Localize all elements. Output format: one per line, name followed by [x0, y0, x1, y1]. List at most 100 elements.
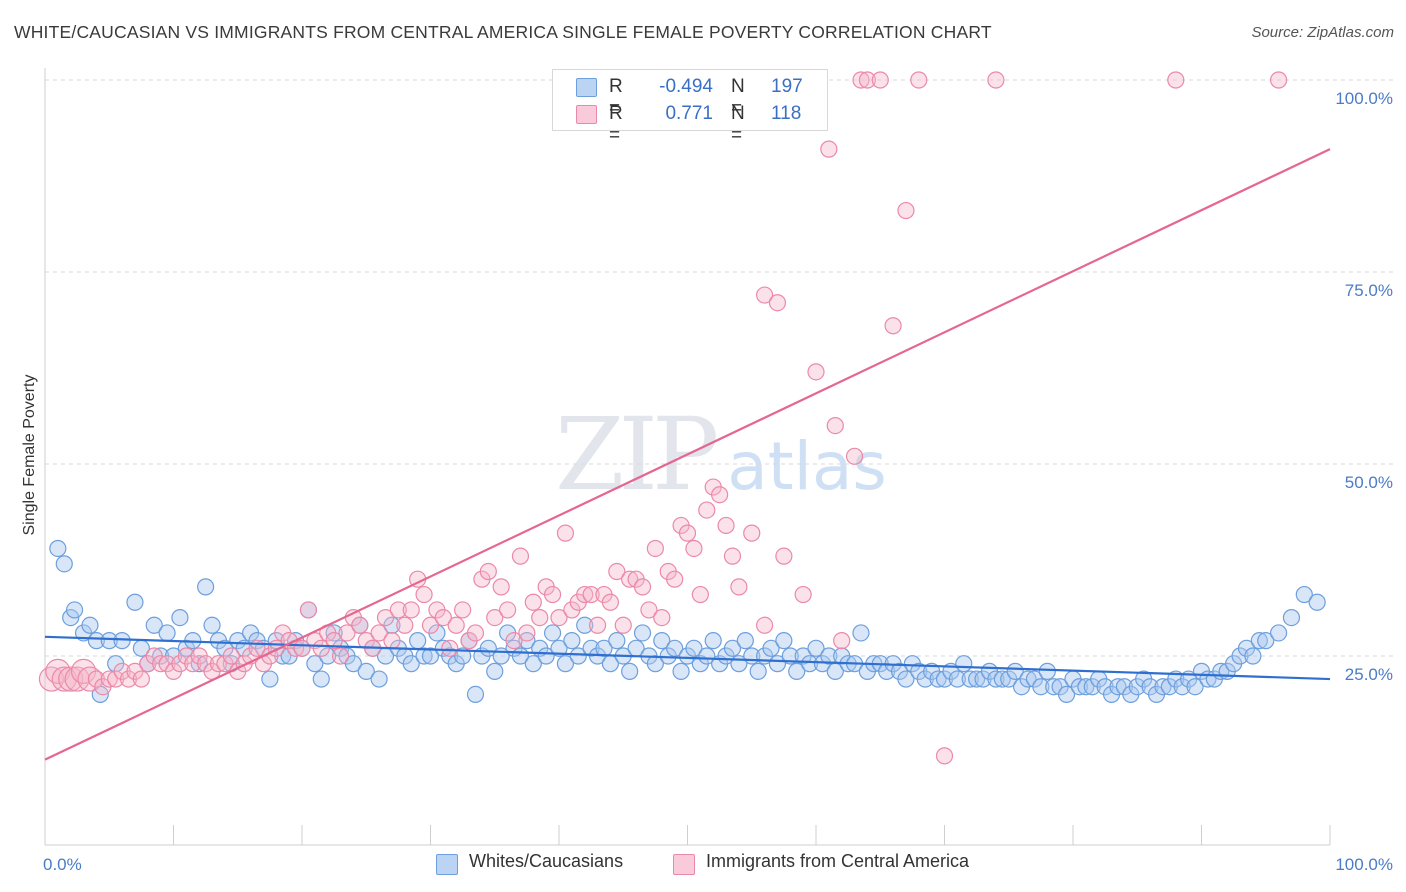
point-whites: [1038, 662, 1056, 680]
point-whites: [672, 662, 690, 680]
point-immigrants: [338, 624, 356, 642]
point-immigrants: [1167, 71, 1185, 89]
point-whites: [955, 655, 973, 673]
trend-line-immigrants: [44, 148, 1331, 761]
point-whites: [852, 624, 870, 642]
point-whites: [1244, 647, 1262, 665]
point-whites: [415, 647, 433, 665]
point-whites: [357, 662, 375, 680]
point-immigrants: [447, 616, 465, 634]
point-whites: [312, 670, 330, 688]
point-immigrants: [132, 670, 150, 688]
point-whites: [524, 655, 542, 673]
point-immigrants: [608, 562, 626, 581]
series-legend: Whites/Caucasians Immigrants from Centra…: [0, 851, 1406, 879]
point-whites: [1154, 678, 1172, 696]
point-immigrants: [499, 601, 517, 619]
legend-swatch-blue: [576, 78, 597, 97]
point-immigrants: [884, 317, 902, 335]
x-tick-label: 100.0%: [1335, 855, 1393, 874]
point-immigrants: [775, 547, 793, 565]
point-immigrants: [299, 601, 318, 619]
point-whites: [261, 670, 279, 688]
point-immigrants: [325, 632, 343, 650]
axes: [44, 68, 1331, 846]
point-whites: [1019, 670, 1037, 688]
point-immigrants: [434, 608, 452, 627]
gridlines: [45, 79, 1395, 657]
point-whites: [1032, 678, 1050, 696]
point-whites: [402, 655, 420, 673]
legend-swatch-pink: [576, 105, 597, 124]
point-immigrants: [871, 71, 889, 89]
legend-r-label: R =: [609, 103, 623, 146]
point-whites: [306, 655, 324, 673]
point-immigrants: [396, 616, 414, 634]
point-immigrants: [621, 570, 639, 588]
point-whites: [543, 624, 562, 642]
point-whites: [556, 655, 575, 673]
correlation-legend: R = -0.494 N = 197 R = 0.771 N = 118: [552, 69, 828, 146]
point-immigrants: [331, 647, 350, 665]
point-whites: [486, 662, 504, 680]
point-whites: [698, 647, 716, 665]
point-whites: [550, 639, 568, 657]
point-whites: [788, 662, 806, 680]
point-whites: [1250, 632, 1268, 650]
point-immigrants: [402, 601, 420, 619]
point-whites: [968, 670, 986, 688]
legend-n-value: 118: [771, 103, 802, 124]
point-whites: [800, 655, 819, 673]
point-immigrants: [698, 501, 716, 519]
point-immigrants: [935, 747, 954, 765]
point-whites: [1186, 678, 1204, 696]
point-whites: [65, 601, 84, 619]
tick-labels: 25.0% 50.0% 75.0% 100.0% 0.0% 100.0%: [43, 89, 1393, 874]
legend-r-value: 0.771: [665, 103, 713, 124]
point-whites: [749, 662, 767, 680]
point-immigrants: [441, 639, 459, 657]
point-immigrants: [730, 578, 748, 596]
point-whites: [409, 632, 427, 650]
chart-title: WHITE/CAUCASIAN VS IMMIGRANTS FROM CENTR…: [14, 22, 992, 42]
point-immigrants: [492, 578, 510, 596]
point-immigrants: [833, 632, 851, 650]
point-whites: [621, 662, 639, 680]
trend-line-whites: [44, 635, 1331, 681]
point-whites: [653, 632, 671, 650]
point-immigrants: [466, 624, 485, 642]
point-immigrants: [58, 666, 84, 692]
trend-lines: [44, 148, 1331, 761]
point-immigrants: [152, 655, 170, 673]
point-immigrants: [486, 608, 504, 627]
point-whites: [344, 655, 362, 673]
point-immigrants: [576, 585, 594, 604]
legend-n-label: N =: [731, 103, 745, 146]
point-whites: [1070, 678, 1089, 696]
point-whites: [537, 647, 555, 665]
point-whites: [987, 670, 1005, 688]
point-immigrants: [691, 585, 709, 604]
point-whites: [685, 639, 703, 657]
point-whites: [1006, 662, 1024, 680]
y-tick-label: 100.0%: [1335, 89, 1393, 108]
point-whites: [1077, 678, 1095, 696]
point-whites: [807, 639, 825, 657]
point-whites: [666, 639, 684, 657]
point-immigrants: [646, 539, 664, 558]
point-immigrants: [505, 632, 523, 650]
point-immigrants: [518, 624, 536, 642]
point-immigrants: [582, 585, 600, 604]
point-immigrants: [1269, 71, 1288, 89]
point-immigrants: [100, 670, 118, 688]
watermark-zip: ZIP: [555, 396, 719, 513]
point-whites: [736, 632, 754, 650]
point-whites: [55, 555, 73, 573]
point-immigrants: [717, 516, 735, 535]
point-immigrants: [858, 71, 877, 89]
point-whites: [454, 647, 472, 665]
point-whites: [762, 639, 780, 657]
y-tick-label: 25.0%: [1345, 665, 1393, 684]
point-immigrants: [312, 639, 330, 657]
y-tick-label: 75.0%: [1345, 281, 1393, 300]
